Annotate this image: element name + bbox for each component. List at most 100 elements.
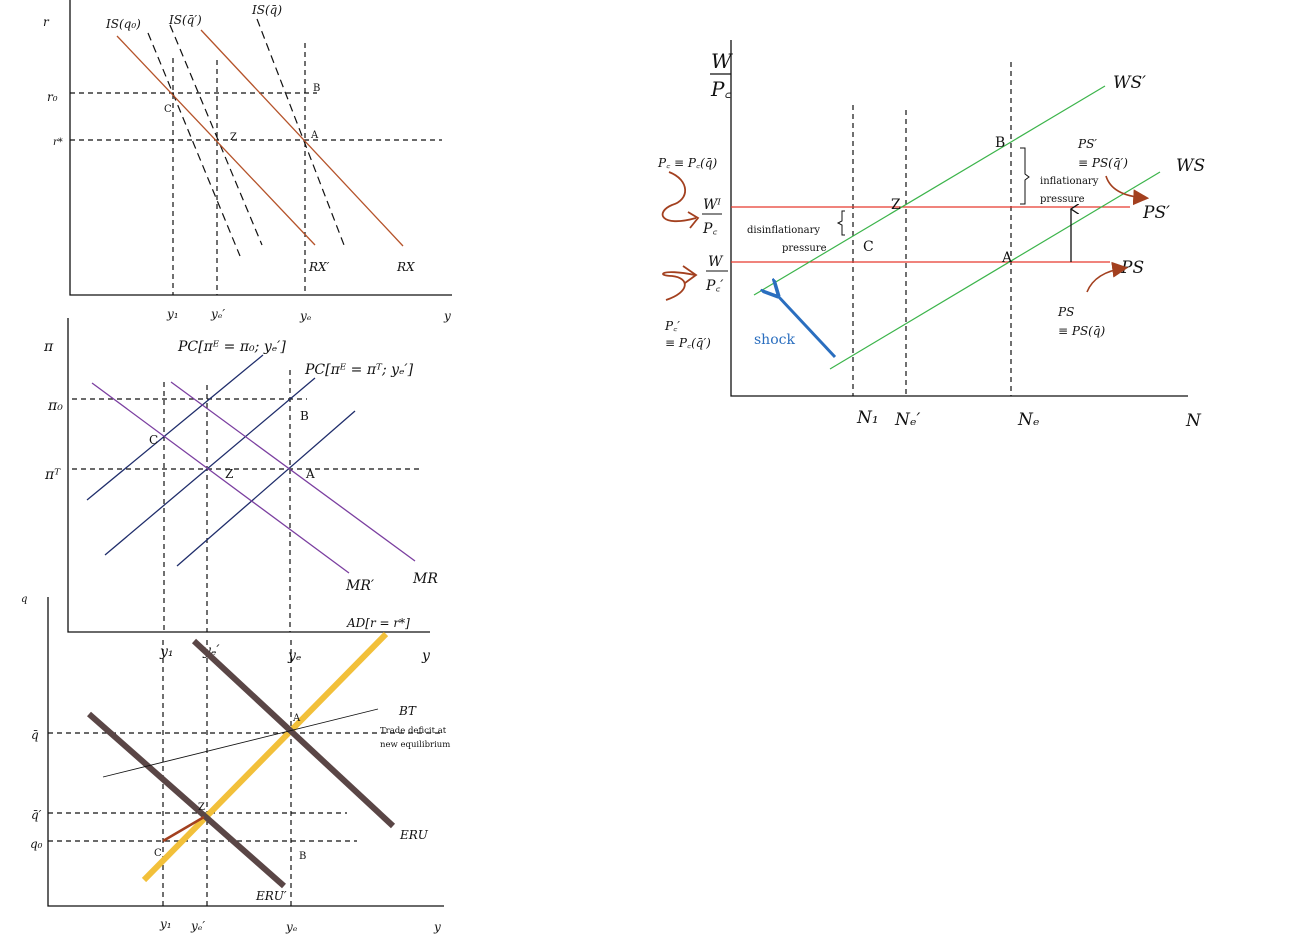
tick-ne: Nₑ [1017, 410, 1039, 430]
tick-n1: N₁ [856, 408, 879, 428]
r0-label: r₀ [47, 90, 58, 104]
ps-prime-label: PS′ [1142, 203, 1170, 223]
adjustment-path [162, 815, 205, 843]
eru-prime-curve [87, 711, 286, 889]
squiggle-arrowhead-2-icon [682, 265, 698, 284]
q-axis-label: q [21, 594, 27, 605]
eru-label: ERU [399, 828, 429, 842]
q-eru-panel: q q̄ q̄′ q₀ BT Trade deficit at new equi… [21, 594, 450, 934]
trade-deficit-note-1: Trade deficit at [380, 726, 447, 736]
is-qbar-curve [256, 18, 345, 246]
y-axis-label: y [433, 920, 441, 934]
tick-ye: yₑ [287, 648, 301, 664]
axes [69, 0, 452, 296]
ps-def-2: ≡ PS(q̄) [1058, 324, 1106, 338]
bt-label: BT [398, 704, 417, 718]
rx-label: RX [396, 260, 415, 274]
mr-prime-label: MR′ [345, 578, 375, 594]
mr-label: MR [412, 571, 438, 587]
qbar-prime-label: q̄′ [31, 808, 42, 822]
is-qbar-prime-curve [169, 24, 263, 246]
rx-prime-curve [116, 35, 316, 246]
inflationary-label-1: inflationary [1040, 176, 1099, 187]
point-z: Z [230, 132, 237, 143]
point-b: B [995, 135, 1005, 151]
tick-ye-prime: yₑ′ [210, 307, 225, 321]
rstar-label: r* [53, 137, 63, 148]
pc-pi0-label: PC[πᴱ = π₀; yₑ′] [177, 339, 286, 355]
w-denominator: P꜀′ [705, 278, 724, 294]
pc-prime-def-1: P꜀′ [664, 319, 680, 333]
pc-prime-def-2: ≡ P꜀(q̄′) [665, 336, 711, 350]
bt-curve [102, 708, 379, 778]
y-axis-denominator: P꜀ [710, 77, 731, 101]
point-a: A [305, 467, 315, 481]
tick-y1: y₁ [159, 644, 174, 660]
tick-ye: yₑ [299, 309, 312, 323]
is-qbar-prime-label: IS(q̄′) [168, 13, 202, 27]
point-b: B [313, 83, 320, 94]
is-q0-label: IS(q₀) [105, 17, 141, 31]
ps-prime-pointer-arrow [1105, 175, 1150, 206]
pc-piT-ye-prime-curve [104, 377, 316, 556]
qbar-label: q̄ [31, 728, 39, 742]
eru-curve [191, 638, 396, 829]
wi-numerator: Wᴵ [703, 197, 721, 213]
wi-denominator: P꜀ [702, 221, 717, 237]
w-numerator: W [708, 254, 724, 270]
ws-prime-curve [753, 85, 1106, 296]
tick-ne-prime: Nₑ′ [894, 410, 920, 430]
pi0-label: π₀ [47, 398, 63, 414]
mr-curve [170, 381, 416, 562]
point-b: B [299, 851, 306, 862]
point-z: Z [198, 802, 205, 813]
eru-prime-label: ERU′ [255, 889, 287, 903]
n-axis-label: N [1185, 411, 1202, 431]
pc-mr-panel: π π₀ πᵀ PC[πᴱ = π₀; yₑ′] PC[πᴱ = πᵀ; yₑ′… [43, 318, 438, 664]
mr-prime-curve [91, 382, 350, 574]
squiggle-arrow-2-icon [662, 271, 696, 301]
trade-deficit-note-2: new equilibrium [380, 740, 450, 750]
disinflationary-brace [836, 210, 845, 236]
ps-def-1: PS [1057, 305, 1074, 319]
is-qbar-label: IS(q̄) [251, 3, 282, 17]
pi-axis-label: π [43, 339, 54, 355]
pc-pi0-curve [86, 354, 264, 501]
disinflationary-label-2: pressure [782, 243, 827, 254]
is-rx-panel: r r₀ r* IS(q₀) IS(q̄′) IS(q̄) RX′ RX B C… [43, 0, 452, 323]
axes [67, 318, 430, 633]
point-c: C [863, 239, 874, 255]
pc-definition: P꜀ ≡ P꜀(q̄) [657, 156, 717, 170]
ws-label: WS [1176, 156, 1205, 176]
y-axis-numerator: W [711, 49, 733, 73]
axes [47, 597, 444, 907]
shock-label: shock [754, 332, 795, 348]
pc-piT-ye-curve [176, 410, 356, 567]
ps-pointer-arrow [1086, 261, 1129, 293]
point-a: A [292, 713, 301, 724]
point-c: C [164, 104, 172, 115]
y-axis-label: y [443, 309, 451, 323]
ad-label: AD[r = r*] [346, 616, 410, 630]
tick-ye-prime: yₑ′ [190, 919, 205, 933]
ps-prime-def-2: ≡ PS(q̄′) [1078, 156, 1128, 170]
piT-label: πᵀ [44, 467, 61, 483]
ws-curve [829, 171, 1161, 370]
point-c: C [149, 433, 158, 447]
shock-arrow [777, 295, 837, 359]
point-a: A [1001, 250, 1013, 266]
axes [730, 40, 1188, 397]
rx-curve [200, 29, 404, 247]
y-axis-label: y [421, 648, 431, 664]
r-axis-label: r [43, 15, 50, 29]
point-b: B [300, 409, 309, 423]
q0-label: q₀ [30, 837, 43, 851]
squiggle-arrowhead-icon [687, 211, 700, 229]
point-a: A [310, 130, 319, 141]
point-z: Z [891, 197, 901, 213]
inflationary-brace [1020, 147, 1030, 205]
squiggle-arrow-icon [661, 171, 697, 223]
tick-y1: y₁ [166, 307, 179, 321]
tick-y1: y₁ [159, 917, 172, 931]
ws-prime-label: WS′ [1113, 73, 1146, 93]
